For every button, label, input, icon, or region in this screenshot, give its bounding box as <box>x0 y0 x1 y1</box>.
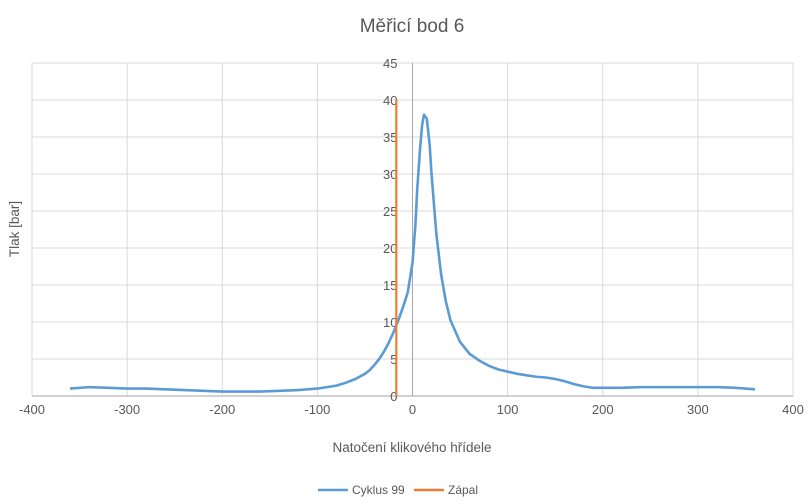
x-tick-label: 200 <box>592 402 614 417</box>
legend-label-1: Zápal <box>448 483 478 497</box>
y-tick-label: 35 <box>383 130 397 145</box>
x-tick-label: -300 <box>114 402 140 417</box>
x-tick-labels: -400 -300 -200 -100 0 100 200 300 400 <box>19 402 804 417</box>
y-tick-label: 40 <box>383 93 397 108</box>
y-tick-label: 25 <box>383 204 397 219</box>
y-tick-labels: 0 5 10 15 20 25 30 35 40 45 <box>383 56 397 404</box>
y-axis-title: Tlak [bar] <box>7 201 22 257</box>
x-tick-label: -100 <box>304 402 330 417</box>
x-tick-label: 400 <box>782 402 804 417</box>
x-tick-label: 300 <box>687 402 709 417</box>
series-layer <box>69 100 756 396</box>
y-tick-label: 10 <box>383 315 397 330</box>
legend-label-0: Cyklus 99 <box>352 483 405 497</box>
x-tick-label: 0 <box>409 402 416 417</box>
y-tick-label: 0 <box>390 389 397 404</box>
y-tick-label: 15 <box>383 278 397 293</box>
y-tick-label: 5 <box>390 352 397 367</box>
x-tick-label: -400 <box>19 402 45 417</box>
x-tick-label: 100 <box>497 402 519 417</box>
x-tick-label: -200 <box>209 402 235 417</box>
y-tick-label: 30 <box>383 167 397 182</box>
grid <box>31 62 794 397</box>
x-axis-title: Natočení klikového hřídele <box>332 440 491 455</box>
chart-title: Měřicí bod 6 <box>360 16 465 37</box>
y-tick-label: 45 <box>383 56 397 71</box>
series-line-0 <box>69 113 756 393</box>
legend: Cyklus 99 Zápal <box>318 483 478 497</box>
y-tick-label: 20 <box>383 241 397 256</box>
